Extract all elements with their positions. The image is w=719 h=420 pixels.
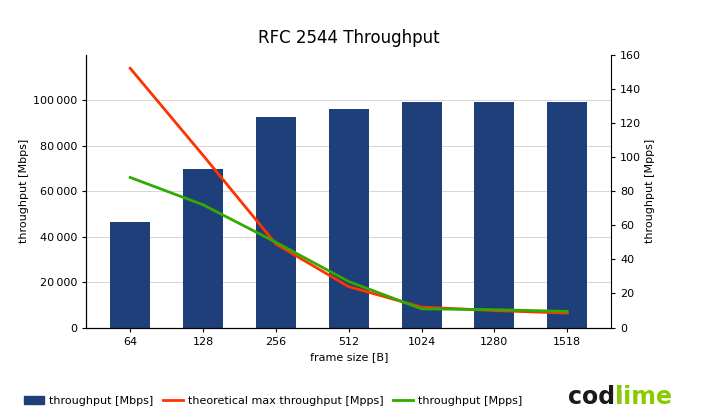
- Y-axis label: throughput [Mpps]: throughput [Mpps]: [646, 139, 656, 243]
- Legend: throughput [Mbps], theoretical max throughput [Mpps], throughput [Mpps]: throughput [Mbps], theoretical max throu…: [19, 391, 527, 410]
- X-axis label: frame size [B]: frame size [B]: [309, 352, 388, 362]
- Bar: [401, 102, 441, 328]
- Bar: [110, 222, 150, 328]
- Bar: [547, 102, 587, 328]
- Bar: [475, 102, 514, 328]
- Bar: [256, 117, 296, 328]
- Bar: [329, 109, 369, 328]
- Text: codi: codi: [568, 385, 623, 409]
- Y-axis label: throughput [Mbps]: throughput [Mbps]: [19, 139, 29, 243]
- Title: RFC 2544 Throughput: RFC 2544 Throughput: [258, 29, 439, 47]
- Text: lime: lime: [615, 385, 672, 409]
- Bar: [183, 170, 223, 328]
